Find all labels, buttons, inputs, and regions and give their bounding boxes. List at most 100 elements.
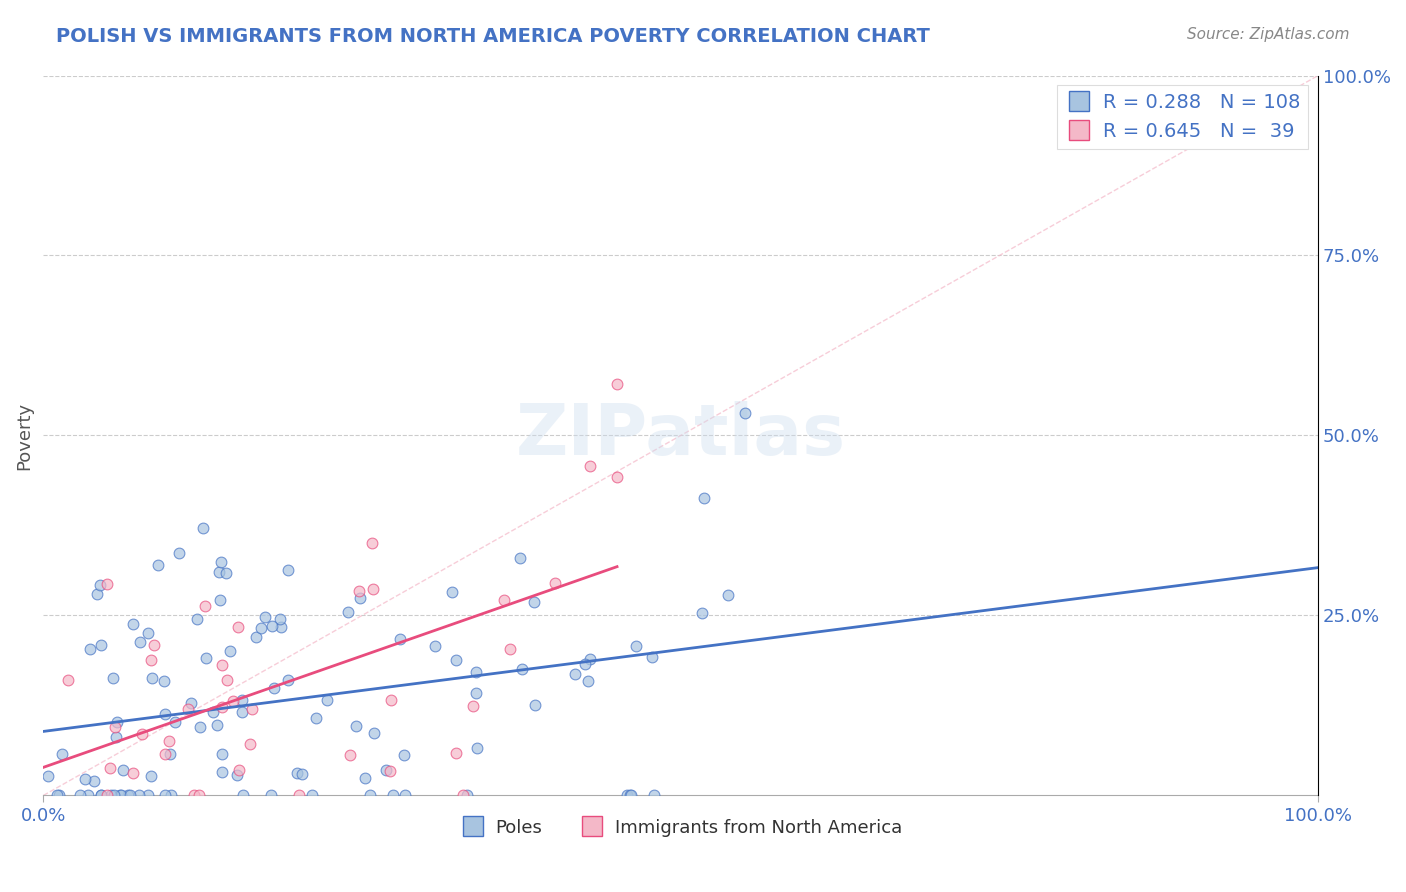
- Point: [734, 406, 756, 420]
- Point: [440, 585, 463, 599]
- Point: [105, 715, 128, 730]
- Point: [260, 789, 283, 803]
- Point: [180, 696, 202, 710]
- Point: [239, 737, 262, 751]
- Point: [641, 649, 664, 664]
- Point: [381, 789, 404, 803]
- Point: [620, 789, 643, 803]
- Point: [79, 642, 101, 657]
- Point: [159, 789, 181, 803]
- Point: [90, 789, 112, 803]
- Point: [186, 612, 208, 626]
- Point: [89, 577, 111, 591]
- Point: [83, 774, 105, 789]
- Point: [263, 681, 285, 696]
- Point: [643, 789, 665, 803]
- Point: [148, 558, 170, 573]
- Point: [225, 768, 247, 782]
- Point: [606, 376, 628, 391]
- Point: [121, 766, 143, 780]
- Point: [219, 644, 242, 658]
- Point: [444, 746, 467, 760]
- Point: [51, 747, 73, 762]
- Point: [388, 632, 411, 647]
- Point: [163, 715, 186, 730]
- Point: [121, 616, 143, 631]
- Point: [394, 789, 416, 803]
- Point: [564, 666, 586, 681]
- Point: [103, 789, 125, 803]
- Point: [463, 698, 485, 713]
- Point: [693, 491, 716, 505]
- Point: [155, 707, 177, 722]
- Point: [456, 789, 478, 803]
- Point: [269, 612, 291, 626]
- Point: [183, 789, 205, 803]
- Point: [90, 638, 112, 652]
- Point: [152, 674, 174, 689]
- Point: [191, 521, 214, 535]
- Point: [305, 711, 328, 725]
- Point: [465, 741, 488, 756]
- Point: [344, 719, 367, 733]
- Point: [120, 789, 142, 803]
- Point: [202, 705, 225, 719]
- Point: [194, 650, 217, 665]
- Point: [211, 658, 233, 673]
- Point: [524, 698, 547, 712]
- Point: [139, 652, 162, 666]
- Point: [98, 760, 121, 774]
- Point: [104, 720, 127, 734]
- Point: [363, 726, 385, 740]
- Point: [131, 727, 153, 741]
- Point: [240, 702, 263, 716]
- Point: [510, 662, 533, 676]
- Point: [578, 652, 600, 666]
- Point: [129, 634, 152, 648]
- Point: [544, 575, 567, 590]
- Point: [232, 789, 254, 803]
- Point: [361, 582, 384, 597]
- Point: [86, 586, 108, 600]
- Point: [270, 620, 292, 634]
- Point: [509, 550, 531, 565]
- Point: [690, 606, 713, 620]
- Point: [245, 630, 267, 644]
- Point: [574, 657, 596, 672]
- Point: [262, 619, 284, 633]
- Text: Source: ZipAtlas.com: Source: ZipAtlas.com: [1187, 27, 1350, 42]
- Point: [205, 718, 228, 732]
- Point: [464, 665, 486, 680]
- Point: [208, 565, 231, 579]
- Point: [380, 693, 402, 707]
- Point: [579, 458, 602, 473]
- Point: [339, 747, 361, 762]
- Point: [226, 620, 249, 634]
- Point: [69, 789, 91, 803]
- Point: [375, 763, 398, 777]
- Point: [576, 674, 599, 689]
- Point: [354, 771, 377, 785]
- Point: [110, 789, 132, 803]
- Point: [231, 706, 253, 720]
- Point: [187, 789, 209, 803]
- Point: [37, 769, 59, 783]
- Y-axis label: Poverty: Poverty: [15, 401, 32, 469]
- Point: [288, 789, 311, 803]
- Point: [104, 730, 127, 744]
- Point: [231, 693, 253, 707]
- Point: [48, 789, 70, 803]
- Point: [717, 588, 740, 602]
- Point: [301, 789, 323, 803]
- Point: [211, 700, 233, 714]
- Point: [619, 789, 641, 803]
- Point: [423, 639, 446, 653]
- Point: [444, 653, 467, 667]
- Point: [136, 625, 159, 640]
- Point: [157, 734, 180, 748]
- Point: [277, 563, 299, 577]
- Point: [347, 584, 370, 599]
- Point: [215, 673, 238, 688]
- Point: [89, 789, 111, 803]
- Point: [108, 789, 131, 803]
